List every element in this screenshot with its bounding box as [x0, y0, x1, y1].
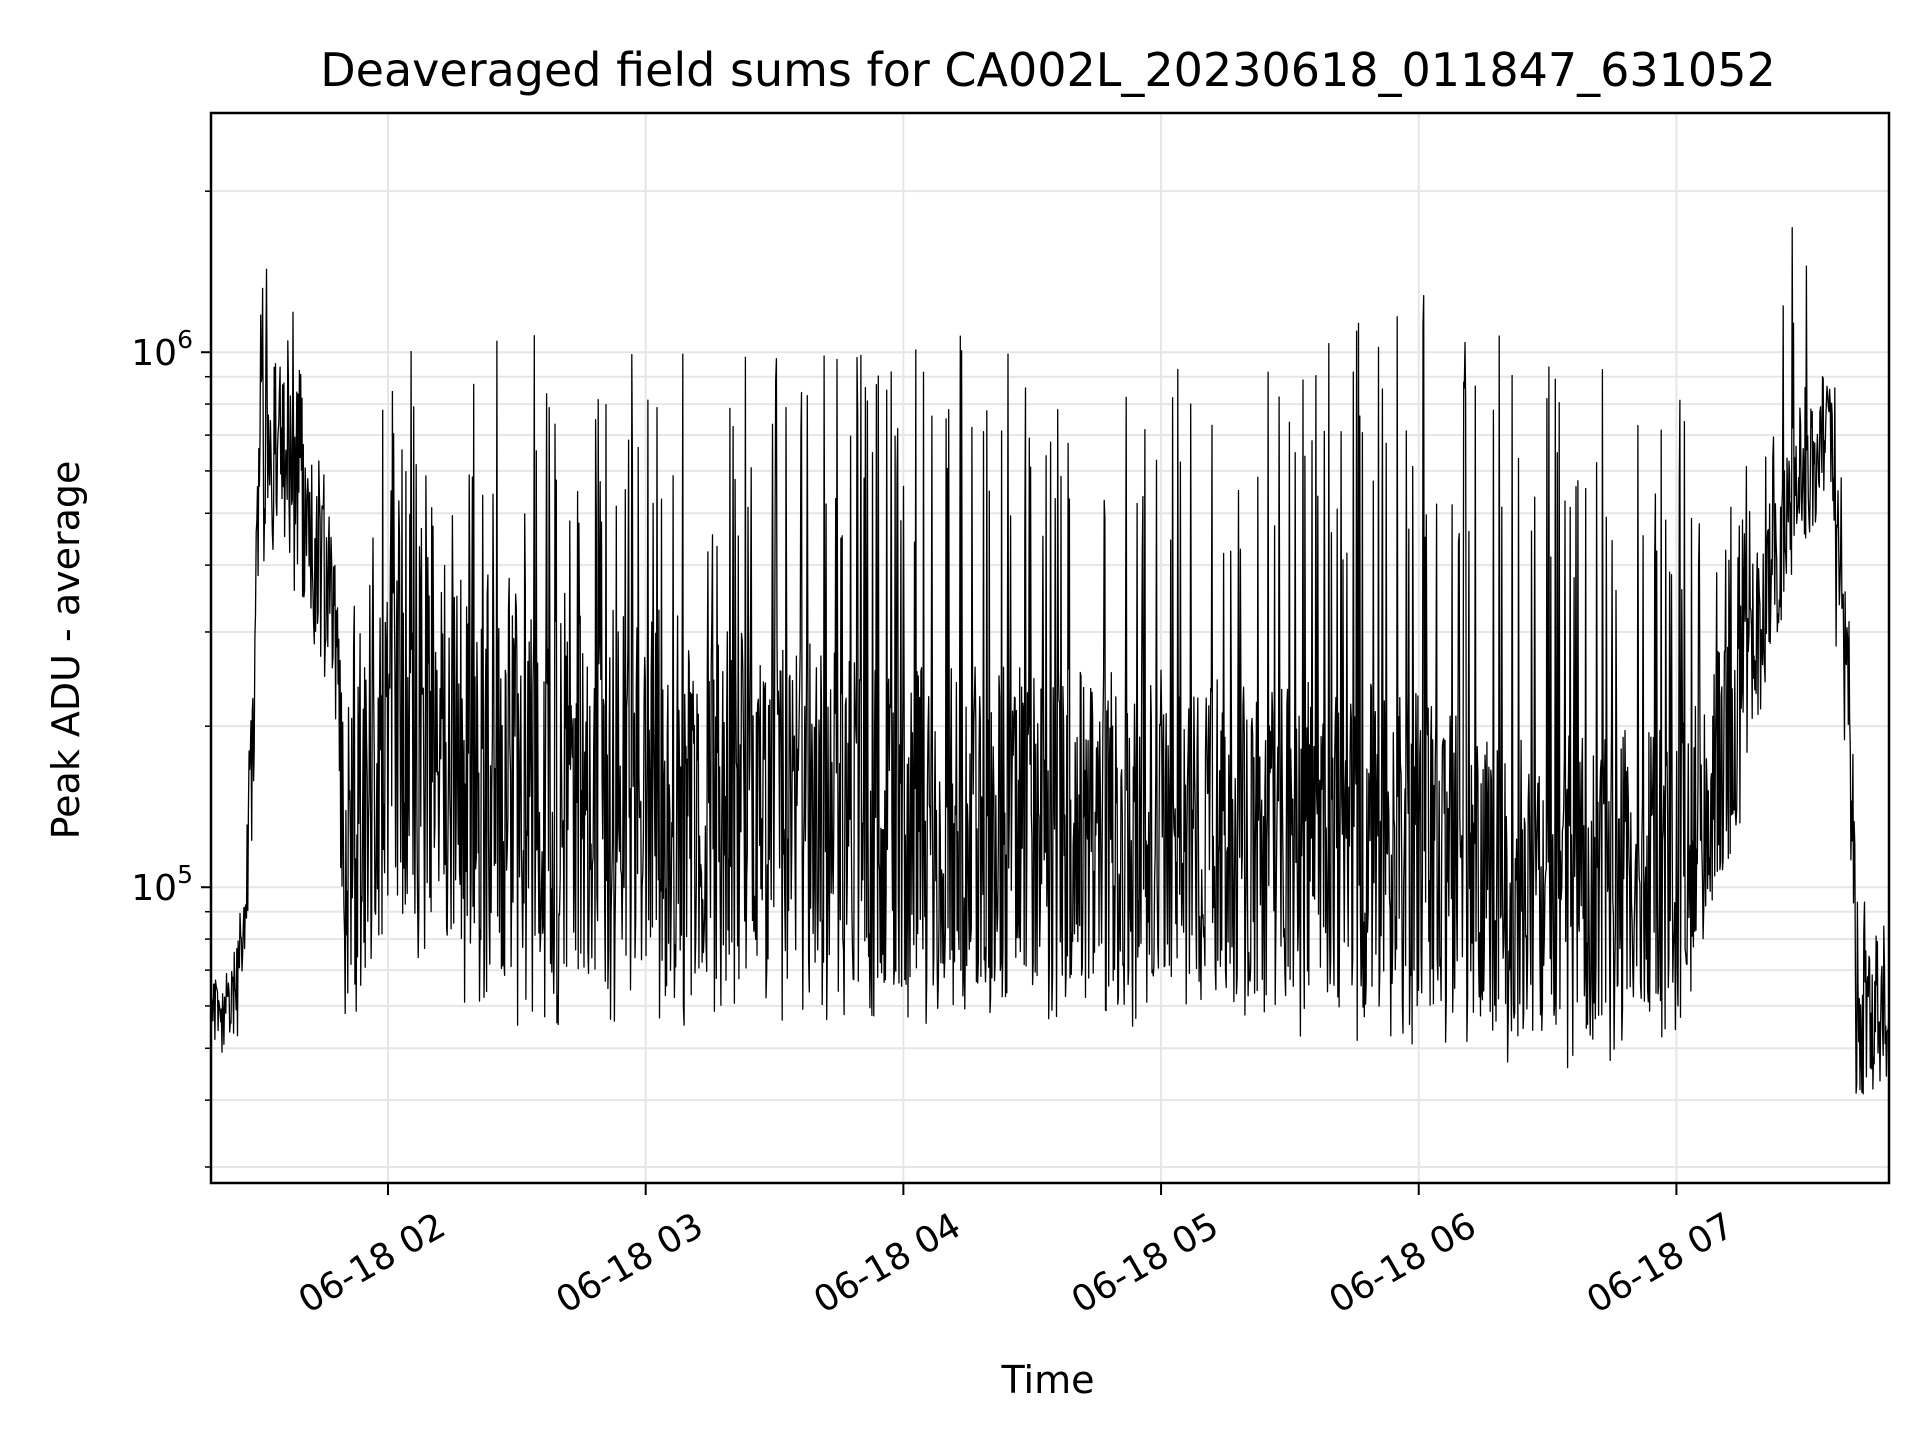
x-axis-title: Time — [1001, 1358, 1095, 1402]
y-tick-label-exponent: 6 — [177, 325, 193, 354]
x-tick-label: 06-18 05 — [1065, 1205, 1226, 1321]
x-tick-label: 06-18 06 — [1323, 1205, 1484, 1321]
x-tick-label: 06-18 04 — [807, 1205, 968, 1321]
x-tick-label: 06-18 03 — [550, 1205, 711, 1321]
plot-frame — [209, 111, 1891, 1185]
x-tick-label: 06-18 02 — [292, 1205, 453, 1321]
x-tick-label: 06-18 07 — [1580, 1205, 1741, 1321]
y-tick-label-base: 10 — [131, 868, 177, 909]
y-tick-label-exponent: 5 — [177, 860, 193, 889]
chart-title: Deaveraged field sums for CA002L_2023061… — [320, 43, 1775, 97]
axes-layer — [201, 111, 1891, 1195]
series-line-layer — [210, 227, 1890, 1095]
series-line — [210, 227, 1890, 1095]
y-axis-title: Peak ADU - average — [44, 461, 88, 840]
y-tick-label: 105 — [131, 860, 193, 909]
y-tick-label-base: 10 — [131, 333, 177, 374]
y-tick-label: 106 — [131, 325, 193, 374]
